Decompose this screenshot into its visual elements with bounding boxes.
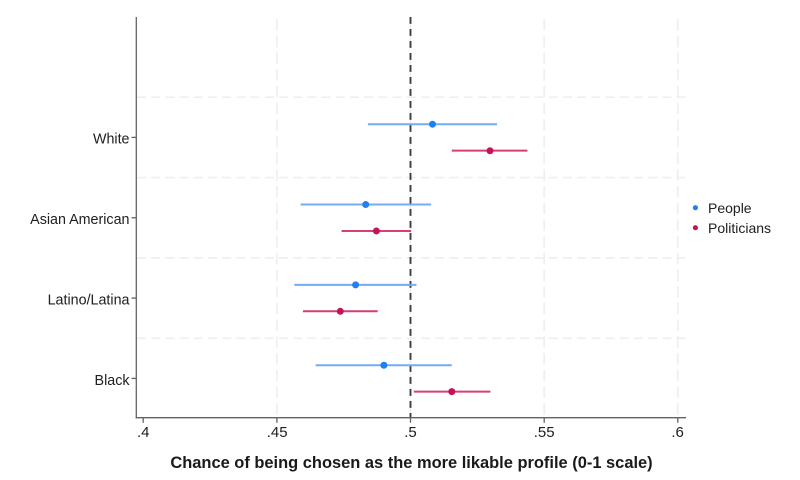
svg-text:Chance of being chosen as the: Chance of being chosen as the more likab… [170, 454, 652, 472]
svg-text:People: People [708, 200, 752, 216]
svg-text:Asian American: Asian American [30, 212, 129, 228]
svg-text:Latino/Latina: Latino/Latina [48, 292, 130, 308]
svg-text:Black: Black [95, 373, 131, 389]
svg-text:.6: .6 [671, 424, 684, 441]
svg-text:.4: .4 [137, 424, 150, 441]
svg-text:.55: .55 [534, 424, 555, 441]
svg-text:Politicians: Politicians [708, 220, 771, 236]
svg-text:White: White [93, 132, 130, 148]
svg-text:.45: .45 [267, 424, 288, 441]
svg-text:.5: .5 [404, 424, 417, 441]
